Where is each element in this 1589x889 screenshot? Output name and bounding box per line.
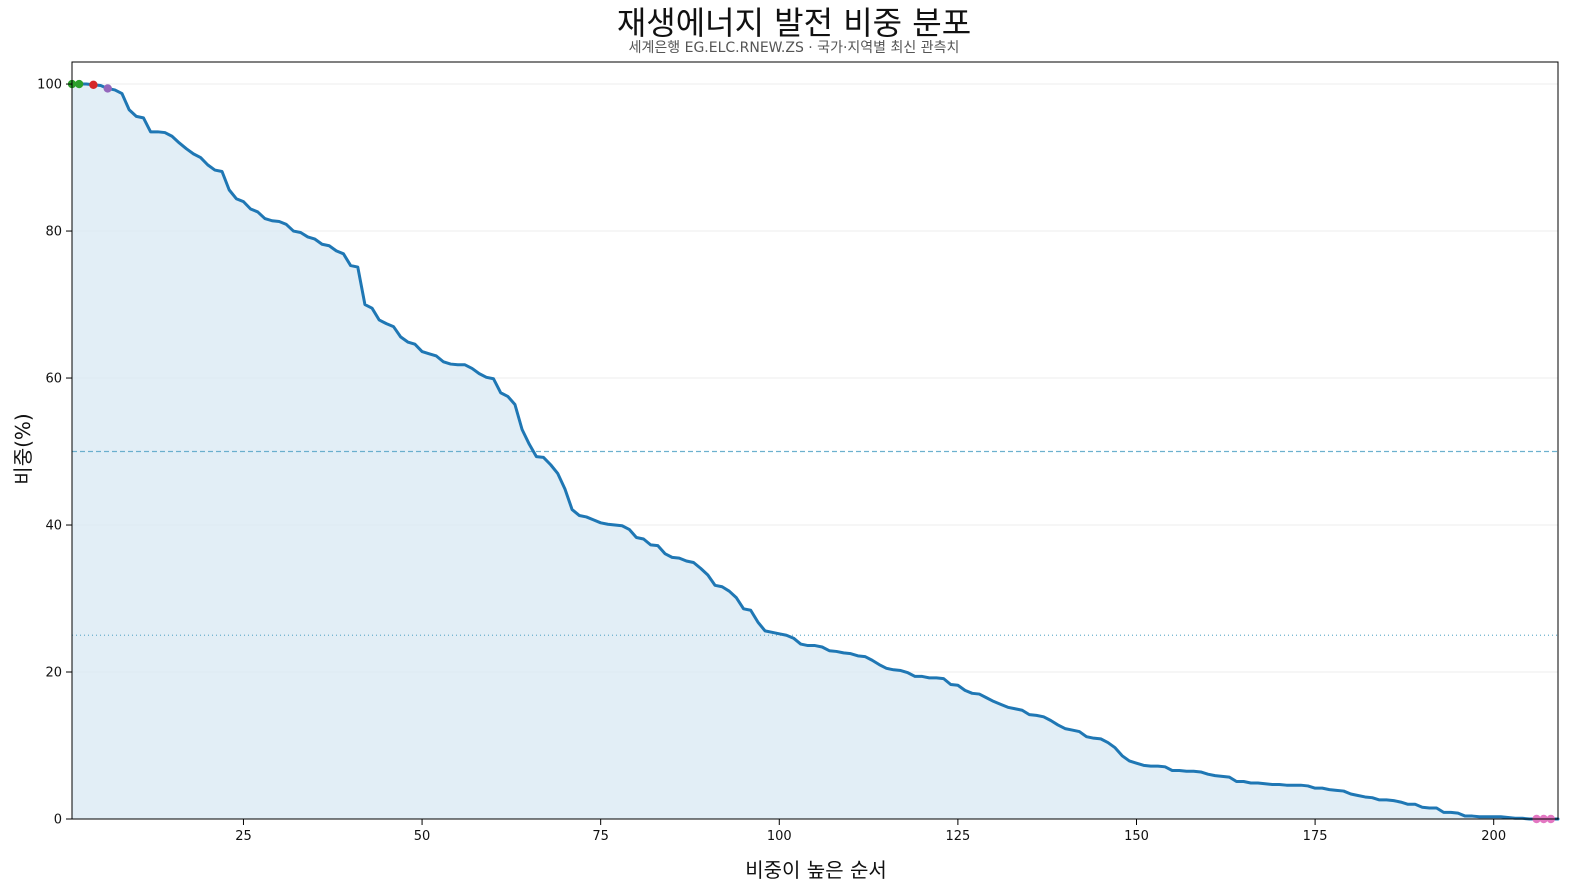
chart-subtitle: 세계은행 EG.ELC.RNEW.ZS · 국가·지역별 최신 관측치 <box>629 40 960 56</box>
x-tick-label: 150 <box>1124 829 1149 844</box>
y-ticks: 0 20 40 60 80 100 <box>37 78 72 828</box>
x-tick-label: 25 <box>235 829 252 844</box>
x-axis-label: 비중이 높은 순서 <box>745 858 887 882</box>
y-tick-label: 100 <box>37 78 62 93</box>
x-ticks: 25 50 75 100 125 150 175 200 <box>235 819 1506 844</box>
x-tick-label: 125 <box>945 829 970 844</box>
y-tick-label: 40 <box>45 519 62 534</box>
highlight-point-4 <box>103 84 112 93</box>
y-tick-label: 80 <box>45 225 62 240</box>
plot-area: 25 50 75 100 125 150 175 200 0 20 40 60 80 100 <box>37 61 1560 844</box>
y-tick-label: 0 <box>54 813 62 828</box>
highlight-point-3 <box>89 80 98 89</box>
area-fill <box>72 84 1558 820</box>
plot-frame <box>71 61 1559 820</box>
x-tick-label: 175 <box>1303 829 1328 844</box>
chart-title: 재생에너지 발전 비중 분포 <box>617 4 971 42</box>
series-line <box>70 82 1560 821</box>
x-tick-label: 75 <box>592 829 609 844</box>
x-tick-label: 200 <box>1481 829 1506 844</box>
x-tick-label: 100 <box>767 829 792 844</box>
y-axis-label: 비중(%) <box>11 413 35 484</box>
highlight-point-2 <box>74 79 84 89</box>
y-tick-label: 20 <box>45 666 62 681</box>
y-tick-label: 60 <box>45 372 62 387</box>
x-tick-label: 50 <box>414 829 431 844</box>
